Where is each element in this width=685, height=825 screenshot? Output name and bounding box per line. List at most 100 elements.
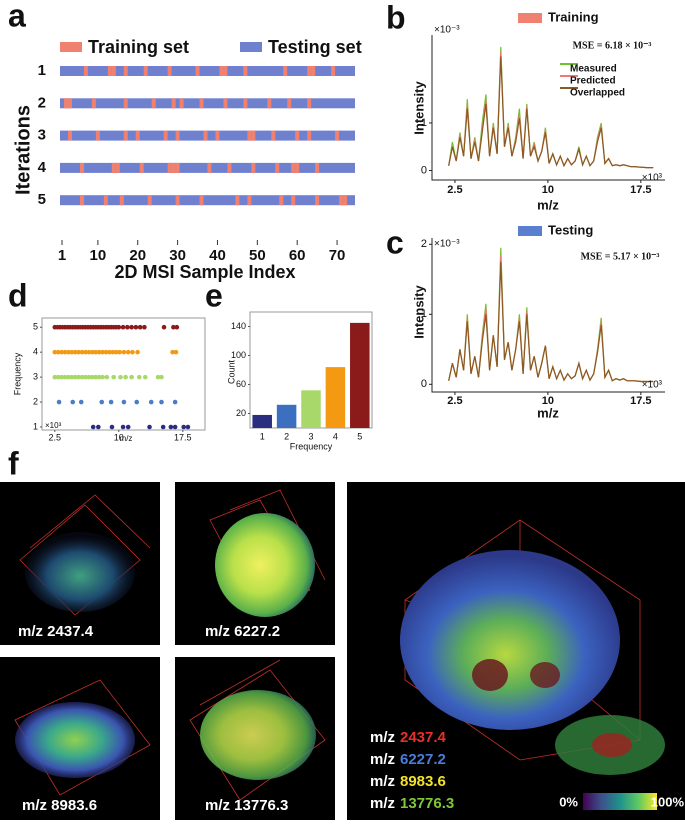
point xyxy=(125,324,130,330)
training-sample xyxy=(203,130,208,141)
training-sample xyxy=(179,98,184,109)
training-sample xyxy=(139,162,144,173)
overlay-mz: 13776.3 xyxy=(400,795,454,812)
x-axis-label: m/z xyxy=(120,434,133,443)
x-tick-label: 17.5 xyxy=(630,395,651,407)
point xyxy=(86,374,92,380)
legend-label: Measured xyxy=(570,64,617,75)
axis-spine xyxy=(431,35,665,181)
testing-strip xyxy=(60,195,355,206)
spectrum-line xyxy=(448,261,654,383)
testing-strip xyxy=(60,98,355,109)
point xyxy=(125,349,131,355)
y-tick-label: 1 xyxy=(421,308,427,320)
training-sample xyxy=(167,162,172,173)
y-axis-label: Intensity xyxy=(411,285,426,339)
training-sample xyxy=(295,162,300,173)
training-sample xyxy=(123,130,128,141)
x-multiplier: ×10³ xyxy=(45,421,62,430)
y-tick-label: 0 xyxy=(421,164,427,176)
training-sample xyxy=(175,130,180,141)
training-sample xyxy=(271,130,276,141)
point xyxy=(136,374,142,380)
point xyxy=(159,374,164,380)
point xyxy=(171,324,176,330)
training-sample xyxy=(343,195,348,206)
x-multiplier: ×10³ xyxy=(642,380,663,391)
point xyxy=(55,349,61,355)
point xyxy=(120,424,126,430)
legend-label: Training set xyxy=(88,37,189,57)
training-sample xyxy=(111,162,116,173)
training-sample xyxy=(227,162,232,173)
training-sample xyxy=(111,66,116,76)
point xyxy=(93,374,99,380)
point xyxy=(142,324,147,330)
panel-title: Training xyxy=(548,9,599,24)
training-sample xyxy=(291,162,296,173)
training-sample xyxy=(107,66,112,76)
point xyxy=(55,374,61,380)
point xyxy=(110,349,116,355)
training-sample xyxy=(147,195,152,206)
spectrum-line xyxy=(448,254,654,383)
panel-letter: a xyxy=(8,0,26,33)
point xyxy=(66,349,71,355)
bar xyxy=(350,322,370,428)
training-sample xyxy=(103,195,108,206)
tissue-spot xyxy=(472,659,508,691)
x-tick-label: 10 xyxy=(542,395,554,407)
row-label: 3 xyxy=(38,127,46,144)
training-sample xyxy=(243,98,248,109)
training-sample xyxy=(247,130,252,141)
point xyxy=(130,349,135,355)
overlay-prefix: m/z xyxy=(370,751,395,768)
panel-letter: b xyxy=(386,0,406,35)
y-tick-label: 140 xyxy=(231,321,246,331)
axis-spine xyxy=(431,238,665,393)
panel-letter: e xyxy=(205,277,223,313)
bar xyxy=(252,414,272,428)
x-tick-label: 10 xyxy=(114,432,124,442)
tile-label: m/z 6227.2 xyxy=(205,623,280,640)
point xyxy=(118,374,123,380)
y-multiplier: ×10⁻³ xyxy=(434,239,460,250)
point xyxy=(52,374,58,380)
y-tick-label: 4 xyxy=(33,347,38,357)
colorbar-max: 100% xyxy=(651,794,685,809)
training-sample xyxy=(243,66,248,76)
point xyxy=(172,424,178,430)
point xyxy=(62,349,68,355)
row-label: 2 xyxy=(38,94,46,111)
point xyxy=(70,399,76,405)
point xyxy=(117,349,122,355)
overlay-prefix: m/z xyxy=(370,729,395,746)
point xyxy=(93,349,99,355)
training-sample xyxy=(171,162,176,173)
point xyxy=(69,374,75,380)
point xyxy=(168,424,174,430)
training-sample xyxy=(283,66,288,76)
x-tick-label: 2.5 xyxy=(49,432,62,442)
point xyxy=(161,324,167,330)
training-sample xyxy=(91,98,96,109)
y-tick-label: 1 xyxy=(33,421,38,431)
point xyxy=(100,374,105,380)
training-sample xyxy=(123,98,128,109)
point xyxy=(120,324,126,330)
row-label: 1 xyxy=(38,62,46,79)
point xyxy=(59,349,64,355)
training-sample xyxy=(115,162,120,173)
training-sample xyxy=(207,162,212,173)
training-sample xyxy=(247,195,252,206)
training-sample xyxy=(275,162,280,173)
point xyxy=(134,399,140,405)
tissue xyxy=(200,690,316,780)
y-tick-label: 20 xyxy=(236,408,246,418)
x-tick-label: 10 xyxy=(542,184,554,196)
testing-strip xyxy=(60,66,355,76)
title-swatch xyxy=(518,13,542,23)
point xyxy=(148,399,154,405)
bar xyxy=(301,390,321,428)
